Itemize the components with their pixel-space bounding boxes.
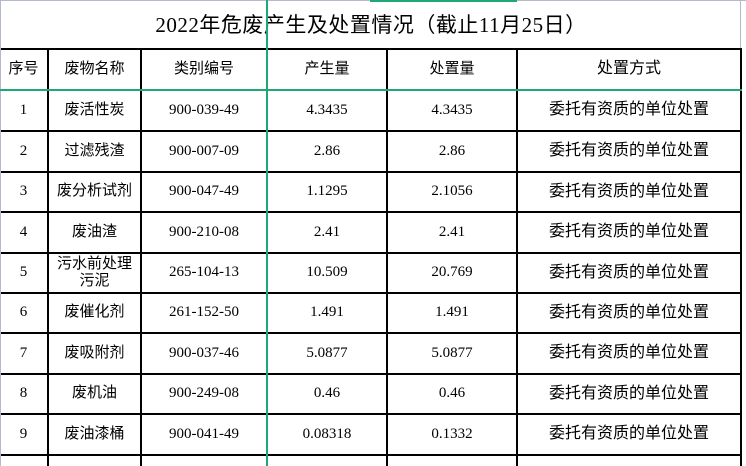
- table-cell: 废油漆桶: [49, 415, 142, 456]
- table-cell: 9: [0, 415, 49, 456]
- column-header: 序号: [0, 50, 49, 91]
- table-cell: 5.0877: [388, 334, 518, 375]
- empty-cell: [49, 456, 142, 466]
- table-cell: 10.509: [268, 254, 388, 294]
- table-cell: 2: [0, 132, 49, 173]
- table-cell: 261-152-50: [142, 294, 268, 334]
- gridline-vertical-green: [266, 0, 268, 466]
- table-cell: 委托有资质的单位处置: [518, 294, 742, 334]
- table-cell: 4.3435: [268, 91, 388, 132]
- table-cell: 委托有资质的单位处置: [518, 173, 742, 213]
- table-cell: 委托有资质的单位处置: [518, 254, 742, 294]
- table-cell: 1.1295: [268, 173, 388, 213]
- table-cell: 900-249-08: [142, 375, 268, 415]
- empty-cell: [388, 456, 518, 466]
- table-cell: 900-210-08: [142, 213, 268, 254]
- table-cell: 5: [0, 254, 49, 294]
- table-cell: 0.46: [268, 375, 388, 415]
- empty-cell: [268, 456, 388, 466]
- table-cell: 1.491: [388, 294, 518, 334]
- hazardous-waste-table: 序号 废物名称 类别编号 产生量 处置量 处置方式 1 废活性炭 900-039-49 4.343…: [0, 48, 742, 466]
- table-cell: 0.08318: [268, 415, 388, 456]
- table-cell: 2.41: [268, 213, 388, 254]
- gridline-top-green: [370, 0, 517, 2]
- gridline-right-gray: [740, 0, 741, 48]
- table-cell: 900-037-46: [142, 334, 268, 375]
- table-cell: 20.769: [388, 254, 518, 294]
- table-cell: 0.46: [388, 375, 518, 415]
- column-header: 处置量: [388, 50, 518, 91]
- table-cell: 5.0877: [268, 334, 388, 375]
- table-cell: 2.86: [268, 132, 388, 173]
- gridline-horizontal-green: [0, 89, 742, 91]
- table-cell: 900-007-09: [142, 132, 268, 173]
- table-cell: 委托有资质的单位处置: [518, 375, 742, 415]
- column-header: 产生量: [268, 50, 388, 91]
- table-cell: 废活性炭: [49, 91, 142, 132]
- table-cell: 委托有资质的单位处置: [518, 213, 742, 254]
- table-cell: 8: [0, 375, 49, 415]
- table-cell: 265-104-13: [142, 254, 268, 294]
- table-cell: 废吸附剂: [49, 334, 142, 375]
- table-cell: 900-039-49: [142, 91, 268, 132]
- table-cell: 污水前处理污泥: [49, 254, 142, 294]
- empty-cell: [142, 456, 268, 466]
- column-header: 废物名称: [49, 50, 142, 91]
- table-cell: 2.86: [388, 132, 518, 173]
- table-cell: 委托有资质的单位处置: [518, 415, 742, 456]
- table-cell: 4.3435: [388, 91, 518, 132]
- column-header: 类别编号: [142, 50, 268, 91]
- table-cell: 废机油: [49, 375, 142, 415]
- table-cell: 1.491: [268, 294, 388, 334]
- table-cell: 3: [0, 173, 49, 213]
- table-cell: 900-041-49: [142, 415, 268, 456]
- column-header: 处置方式: [518, 50, 742, 91]
- table-cell: 2.1056: [388, 173, 518, 213]
- table-cell: 委托有资质的单位处置: [518, 91, 742, 132]
- table-cell: 6: [0, 294, 49, 334]
- table-cell: 0.1332: [388, 415, 518, 456]
- table-cell: 废油渣: [49, 213, 142, 254]
- table-cell: 过滤残渣: [49, 132, 142, 173]
- table-title: 2022年危废产生及处置情况（截止11月25日）: [155, 13, 587, 37]
- table-cell: 废催化剂: [49, 294, 142, 334]
- table-cell: 900-047-49: [142, 173, 268, 213]
- empty-cell: [0, 456, 49, 466]
- table-cell: 1: [0, 91, 49, 132]
- table-cell: 2.41: [388, 213, 518, 254]
- table-cell: 7: [0, 334, 49, 375]
- gridline-left-gray: [0, 0, 1, 466]
- empty-cell: [518, 456, 742, 466]
- table-cell: 委托有资质的单位处置: [518, 334, 742, 375]
- table-cell: 4: [0, 213, 49, 254]
- table-cell: 废分析试剂: [49, 173, 142, 213]
- table-cell: 委托有资质的单位处置: [518, 132, 742, 173]
